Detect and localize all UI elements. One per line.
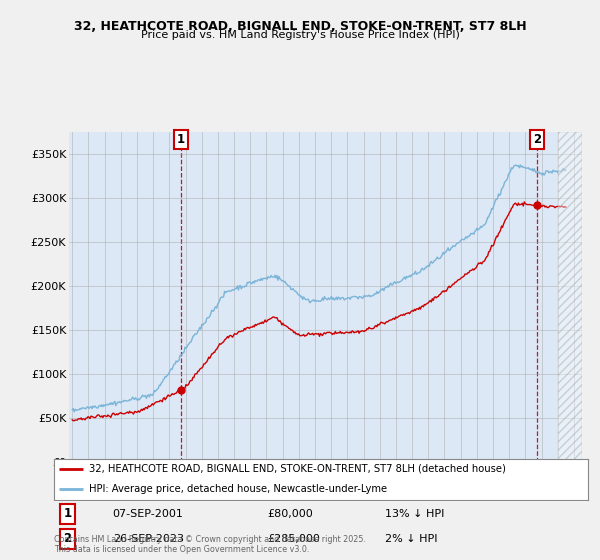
Text: 32, HEATHCOTE ROAD, BIGNALL END, STOKE-ON-TRENT, ST7 8LH: 32, HEATHCOTE ROAD, BIGNALL END, STOKE-O… [74,20,526,32]
Text: 32, HEATHCOTE ROAD, BIGNALL END, STOKE-ON-TRENT, ST7 8LH (detached house): 32, HEATHCOTE ROAD, BIGNALL END, STOKE-O… [89,464,506,474]
Text: 1: 1 [63,507,71,520]
Text: Contains HM Land Registry data © Crown copyright and database right 2025.
This d: Contains HM Land Registry data © Crown c… [54,535,366,554]
Text: 13% ↓ HPI: 13% ↓ HPI [385,509,445,519]
Text: 26-SEP-2023: 26-SEP-2023 [113,534,184,544]
Text: £80,000: £80,000 [268,509,313,519]
Text: 07-SEP-2001: 07-SEP-2001 [113,509,184,519]
Text: 1: 1 [177,133,185,146]
Text: 2: 2 [533,133,541,146]
Text: HPI: Average price, detached house, Newcastle-under-Lyme: HPI: Average price, detached house, Newc… [89,484,387,494]
Text: 2% ↓ HPI: 2% ↓ HPI [385,534,437,544]
Text: £285,000: £285,000 [268,534,320,544]
Text: Price paid vs. HM Land Registry's House Price Index (HPI): Price paid vs. HM Land Registry's House … [140,30,460,40]
Text: 2: 2 [63,533,71,545]
